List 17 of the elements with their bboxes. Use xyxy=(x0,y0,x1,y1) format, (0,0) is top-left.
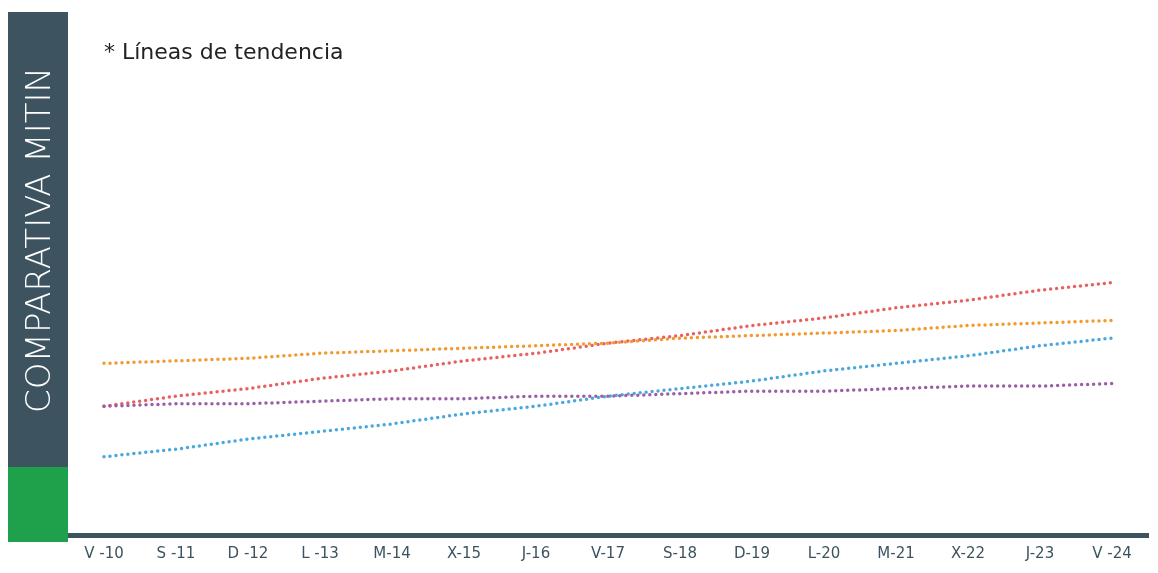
x-tick-label: V-17 xyxy=(591,543,625,562)
x-tick-label: X-15 xyxy=(446,543,482,562)
x-tick-label: V -24 xyxy=(1092,543,1132,562)
x-tick-label: M-14 xyxy=(373,543,411,562)
x-tick-label: S -11 xyxy=(156,543,196,562)
x-tick-label: S-18 xyxy=(662,543,698,562)
x-tick-label: M-21 xyxy=(877,543,915,562)
chart-title: COMPARATIVA MITIN xyxy=(18,66,59,413)
x-tick-label: D -12 xyxy=(227,543,269,562)
text: * Líneas de tendencia xyxy=(104,38,344,64)
x-tick-label: L -13 xyxy=(301,543,339,562)
x-tick-label: X-22 xyxy=(950,543,986,562)
x-tick-label: J-23 xyxy=(1024,543,1055,562)
x-tick-label: V -10 xyxy=(84,543,124,562)
x-tick-label: L-20 xyxy=(807,543,841,562)
x-tick-label: J-16 xyxy=(520,543,551,562)
x-tick-label: D-19 xyxy=(733,543,771,562)
